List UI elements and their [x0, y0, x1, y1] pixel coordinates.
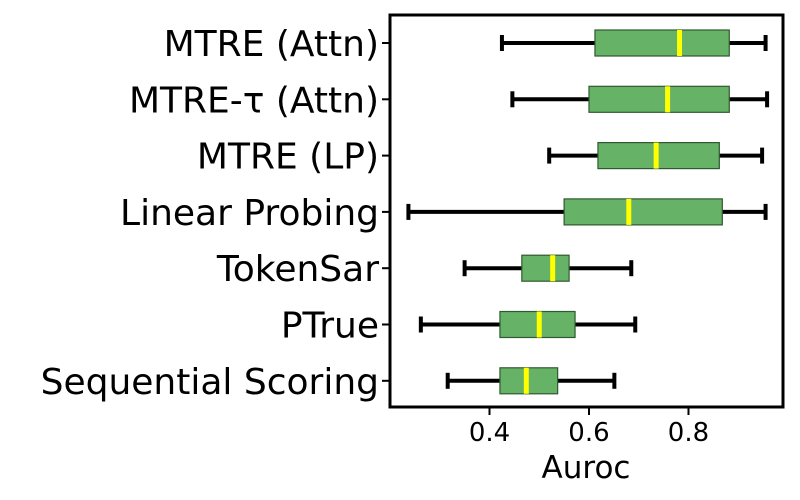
plot-marks: [406, 29, 770, 395]
category-label: TokenSar: [216, 249, 379, 290]
x-tick-label: 0.6: [568, 418, 609, 448]
category-labels: MTRE (Attn) MTRE-τ (Attn) MTRE (LP) Linear …: [41, 24, 380, 403]
box-iqr: [563, 198, 723, 226]
category-label: Sequential Scoring: [41, 362, 379, 403]
x-tick-label: 0.4: [469, 418, 510, 448]
x-tick-label: 0.8: [668, 418, 709, 448]
category-label: MTRE (Attn): [164, 24, 379, 65]
category-label: Linear Probing: [120, 193, 379, 234]
box-5: [462, 254, 634, 282]
category-label: MTRE-τ (Attn): [129, 80, 379, 121]
x-axis-ticks: 0.4 0.6 0.8: [382, 42, 709, 448]
box-1: [499, 29, 768, 57]
box-7: [445, 367, 617, 395]
x-axis-title: Auroc: [542, 450, 631, 486]
box-4: [406, 198, 768, 226]
box-6: [418, 310, 638, 339]
box-2: [510, 85, 770, 113]
box-3: [547, 142, 765, 170]
box-iqr: [594, 29, 730, 57]
category-label: MTRE (LP): [197, 137, 379, 178]
box-iqr: [588, 85, 730, 113]
category-label: PTrue: [281, 306, 379, 347]
box-iqr: [521, 254, 570, 282]
